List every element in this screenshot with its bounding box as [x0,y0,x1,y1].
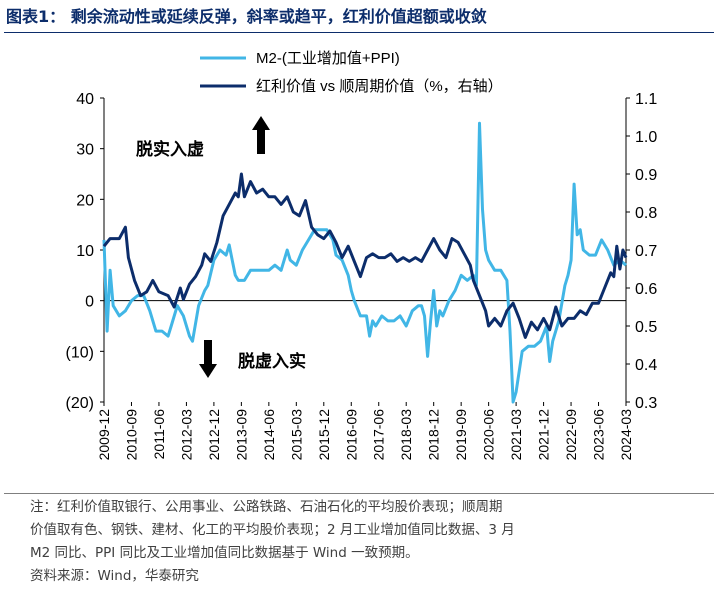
x-tick-label: 2013-09 [233,409,249,461]
note-line: 价值取有色、钢铁、建材、化工的平均股价表现；2 月工业增加值同比数据、3 月 [30,522,515,538]
right-tick-label: 0.9 [635,167,657,184]
up-arrow-icon [252,116,270,154]
x-tick-label: 2023-06 [591,409,607,461]
left-tick-label: 40 [76,91,94,108]
right-tick-label: 1.0 [635,129,657,146]
x-tick-label: 2015-03 [288,409,304,461]
left-tick-label: (10) [66,344,94,361]
x-tick-label: 2012-03 [178,409,194,461]
left-tick-label: 20 [76,192,94,209]
axes: 40 30 20 10 0 (10) (20) 1.1 1.0 0.9 0.8 0.7 0.6 0.5 0.… [66,91,658,460]
right-tick-label: 0.7 [635,243,657,260]
right-tick-label: 0.3 [635,395,657,412]
down-arrow-icon [199,340,217,378]
x-tick-label: 2024-03 [618,409,634,461]
x-tick-label: 2018-03 [398,409,414,461]
x-tick-label: 2016-09 [343,409,359,461]
legend: M2-(工业增加值+PPI) 红利价值 vs 顺周期价值（%，右轴） [200,50,503,95]
x-tick-label: 2021-12 [536,409,552,461]
x-tick-label: 2020-06 [481,409,497,461]
left-tick-label: 0 [85,294,94,311]
annotation-down-text: 脱虚入实 [238,351,306,371]
series-layer [102,121,628,404]
x-tick-label: 2015-12 [316,409,332,461]
x-tick-label: 2017-06 [371,409,387,461]
x-tick-label: 2022-09 [563,409,579,461]
chart-title: 图表1： 剩余流动性或延续反弹，斜率或趋平，红利价值超额或收敛 [6,7,487,26]
series-line-m2 [102,121,627,404]
x-tick-label: 2009-12 [96,409,112,461]
legend-label-m2: M2-(工业增加值+PPI) [256,50,400,67]
notes: 注：红利价值取银行、公用事业、公路铁路、石油石化的平均股价表现；顺周期 价值取有… [30,496,710,588]
title-divider [4,32,714,33]
left-tick-label: (20) [66,395,94,412]
right-tick-label: 1.1 [635,91,657,108]
annotations: 脱实入虚 脱虚入实 [136,116,306,378]
series-line-ratio [102,172,628,339]
right-tick-label: 0.5 [635,319,657,336]
notes-divider [4,493,714,494]
note-line: 注：红利价值取银行、公用事业、公路铁路、石油石化的平均股价表现；顺周期 [30,499,503,515]
x-tick-label: 2011-06 [151,409,167,460]
x-tick-label: 2018-12 [426,409,442,461]
note-line: M2 同比、PPI 同比及工业增加值同比数据基于 Wind 一致预期。 [30,545,419,561]
right-tick-label: 0.6 [635,281,657,298]
x-tick-label: 2012-12 [206,409,222,461]
x-tick-label: 2010-09 [123,409,139,461]
x-tick-label: 2021-03 [508,409,524,461]
right-tick-label: 0.8 [635,205,657,222]
annotation-up-text: 脱实入虚 [136,139,204,159]
chart: 40 30 20 10 0 (10) (20) 1.1 1.0 0.9 0.8 0.7 0.6 0.5 0.… [66,50,658,460]
left-tick-label: 10 [76,243,94,260]
left-tick-label: 30 [76,142,94,159]
legend-label-ratio: 红利价值 vs 顺周期价值（%，右轴） [256,78,503,95]
x-tick-label: 2014-06 [261,409,277,461]
source-line: 资料来源：Wind，华泰研究 [30,568,199,584]
right-tick-label: 0.4 [635,357,657,374]
x-tick-label: 2019-09 [453,409,469,461]
